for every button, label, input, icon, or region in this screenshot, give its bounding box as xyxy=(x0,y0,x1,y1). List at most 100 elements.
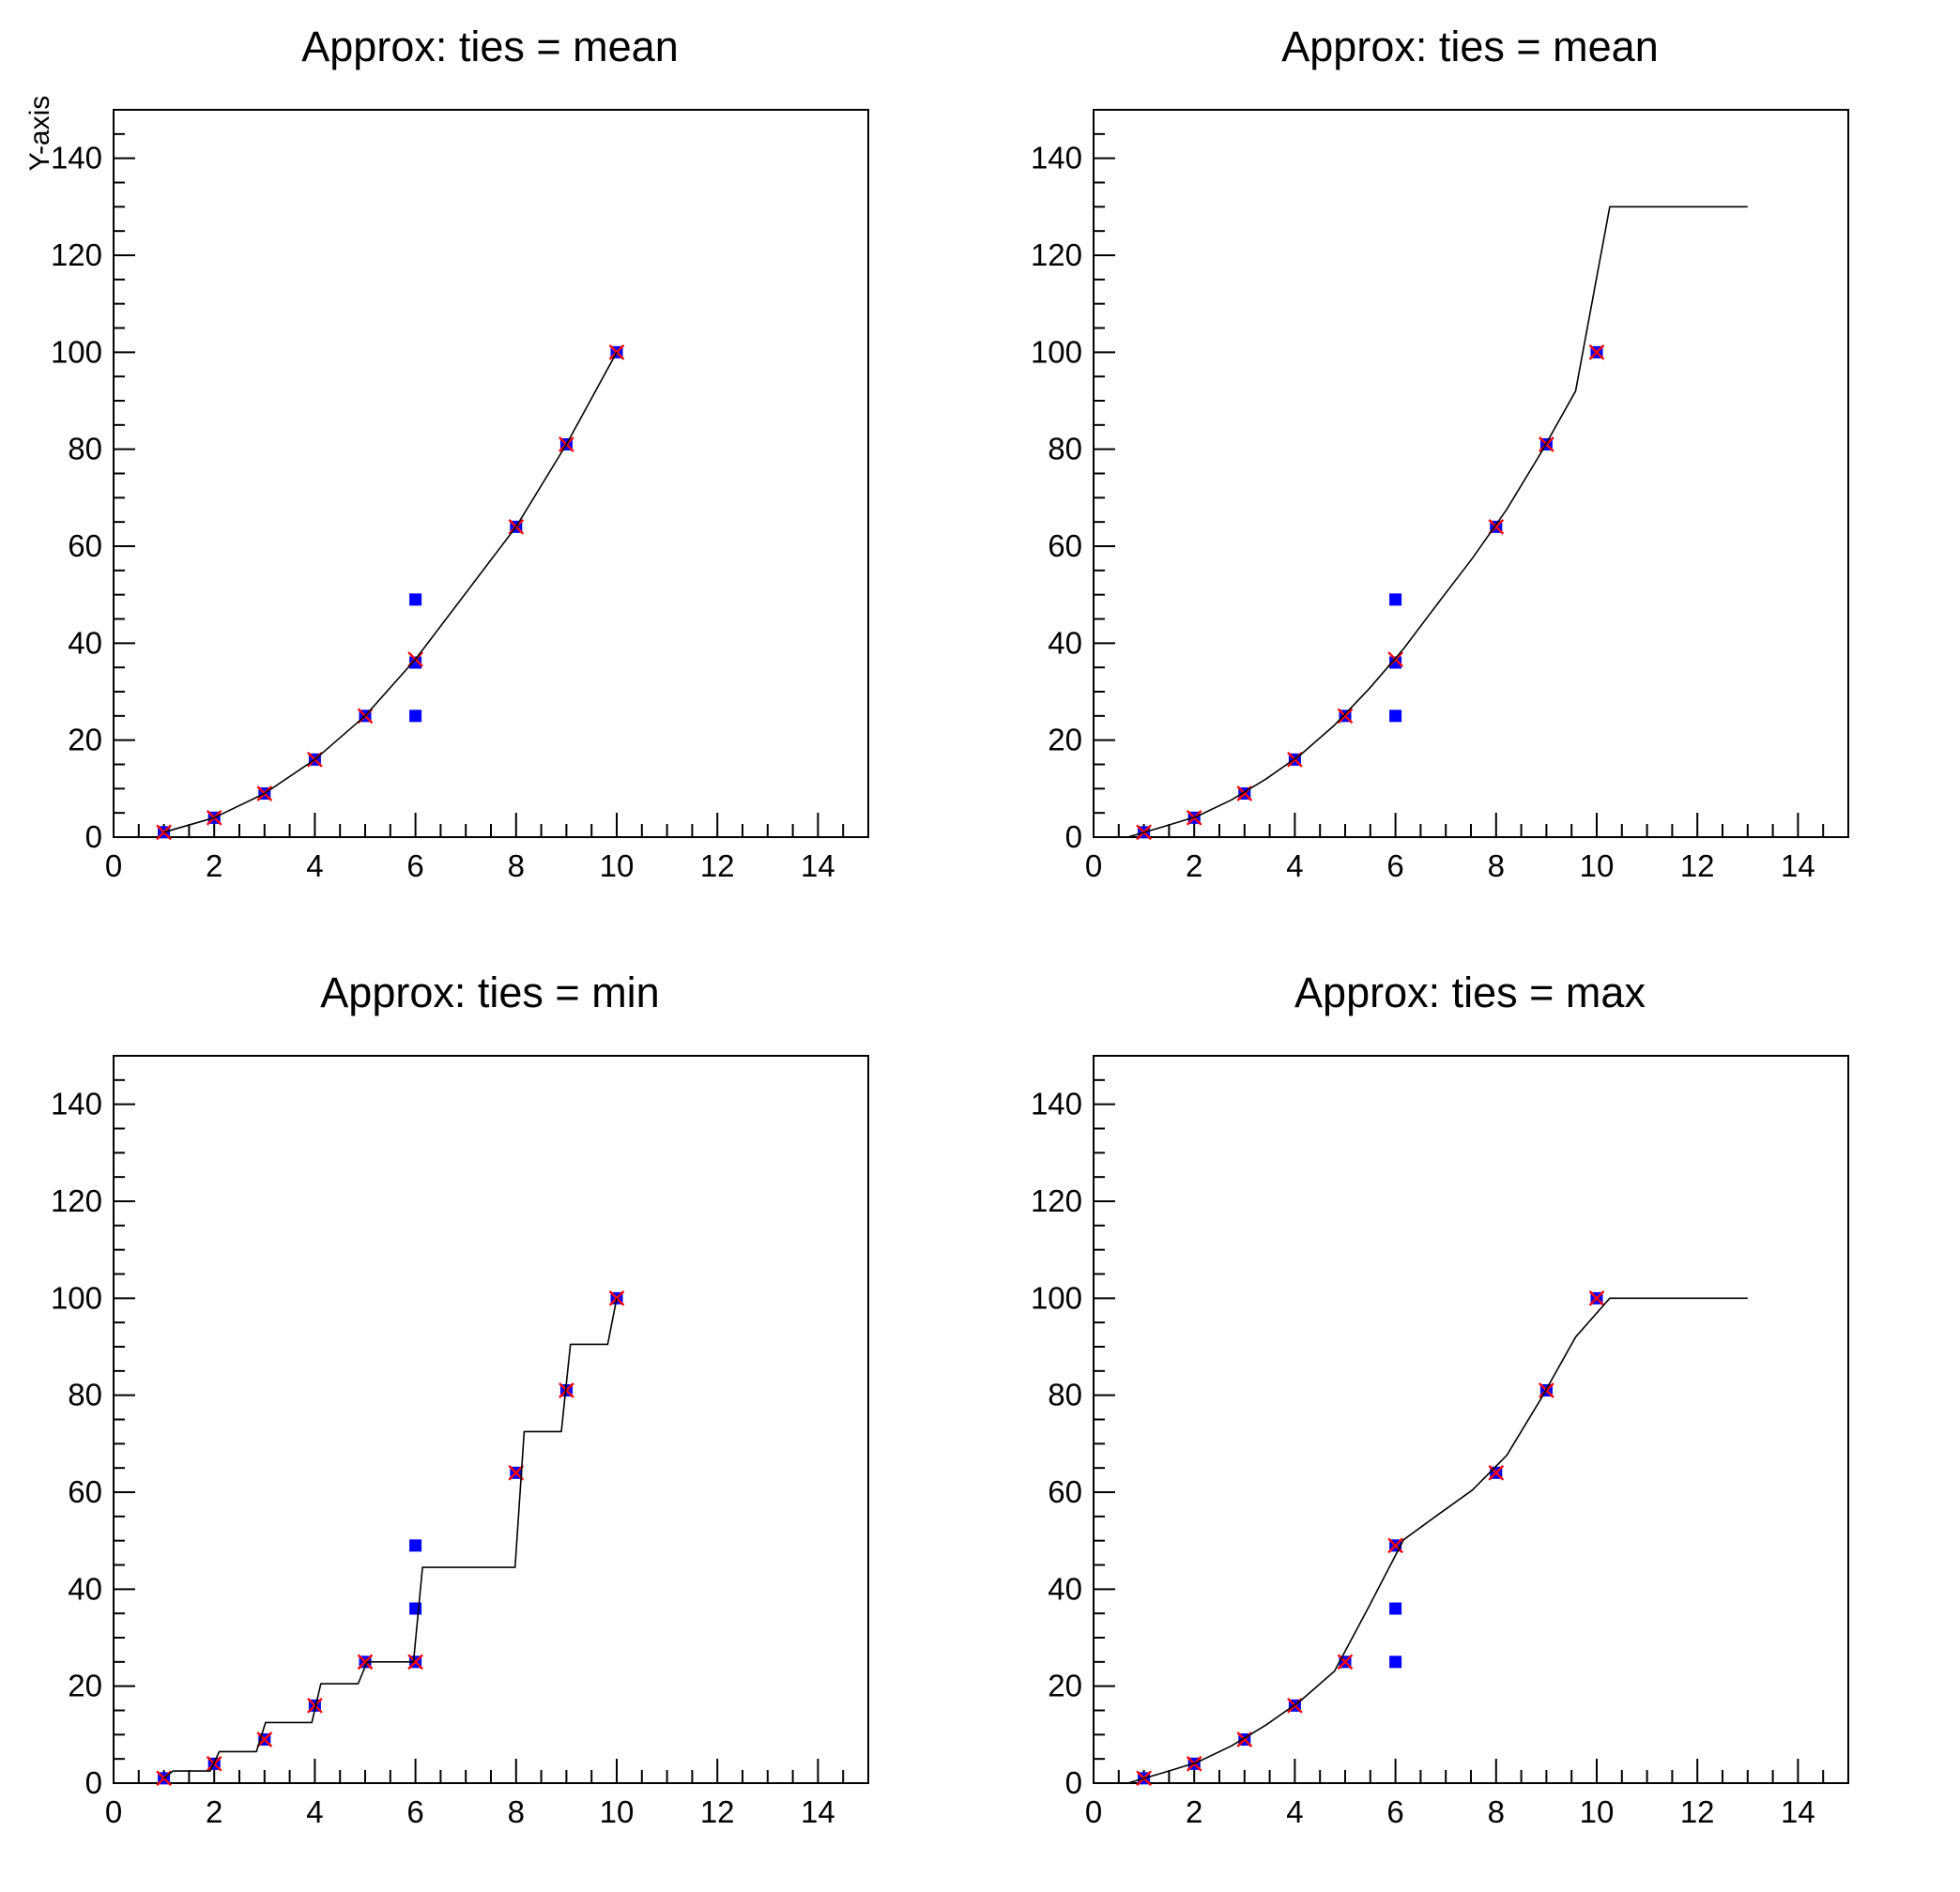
y-tick-label: 100 xyxy=(1031,334,1082,369)
y-tick-label: 120 xyxy=(1031,237,1082,272)
plot-title-1: Approx: ties = mean xyxy=(301,23,679,70)
square-marker xyxy=(1389,1602,1402,1615)
x-tick-label: 10 xyxy=(1580,1794,1615,1829)
x-tick-label: 12 xyxy=(1680,848,1715,883)
y-axis: 0 20 40 60 80 100 120 140 xyxy=(1031,1078,1115,1800)
y-tick-label: 40 xyxy=(1048,625,1082,660)
x-cross-marker xyxy=(307,1697,323,1714)
x-tick-label: 2 xyxy=(206,1794,222,1829)
x-tick-label: 0 xyxy=(1085,848,1102,883)
x-cross-marker xyxy=(407,1654,423,1671)
x-axis: 0 2 4 6 8 10 12 14 xyxy=(1085,1759,1825,1829)
y-tick-label: 20 xyxy=(1048,1669,1082,1703)
x-tick-label: 14 xyxy=(801,1794,835,1829)
y-tick-label: 40 xyxy=(68,1571,102,1606)
x-tick-label: 4 xyxy=(306,1794,323,1829)
x-tick-label: 12 xyxy=(1680,1794,1715,1829)
x-axis: 0 2 4 6 8 10 12 14 xyxy=(105,813,845,883)
y-tick-label: 120 xyxy=(1031,1183,1082,1218)
y-tick-label: 60 xyxy=(1048,1474,1082,1509)
data-points xyxy=(158,1291,623,1785)
square-marker xyxy=(1389,593,1402,606)
y-tick-label: 80 xyxy=(1048,432,1082,466)
square-marker xyxy=(1389,1656,1402,1669)
plot-frame xyxy=(1093,1055,1849,1784)
square-marker xyxy=(409,1539,422,1552)
y-tick-label: 140 xyxy=(1031,1087,1082,1121)
y-tick-label: 60 xyxy=(68,1474,102,1509)
x-cross-marker xyxy=(1337,1654,1354,1671)
x-tick-label: 4 xyxy=(1286,1794,1303,1829)
x-tick-label: 12 xyxy=(700,1794,735,1829)
pad-1: Approx: ties = mean Y-axis 0 2 4 6 8 10 12 14 0 2… xyxy=(0,0,980,946)
input-knots xyxy=(1136,343,1605,841)
x-cross-marker xyxy=(156,824,172,841)
y-tick-label: 120 xyxy=(51,1183,102,1218)
x-tick-label: 4 xyxy=(1286,848,1303,883)
y-tick-label: 40 xyxy=(68,625,102,660)
x-tick-label: 8 xyxy=(508,848,525,883)
pad-3: Approx: ties = min 0 2 4 6 8 10 12 14 0 20 40 60 80 1… xyxy=(0,946,980,1892)
data-points xyxy=(1138,1291,1603,1785)
x-tick-label: 10 xyxy=(600,1794,635,1829)
y-tick-label: 0 xyxy=(1065,819,1082,854)
x-tick-label: 8 xyxy=(1488,1794,1505,1829)
x-tick-label: 10 xyxy=(1580,848,1615,883)
plot-title-4: Approx: ties = max xyxy=(1294,969,1646,1016)
input-knots xyxy=(1136,1289,1605,1787)
y-tick-label: 0 xyxy=(85,819,102,854)
x-cross-marker xyxy=(1588,343,1605,360)
approx-curve xyxy=(1094,1297,1748,1784)
square-marker xyxy=(1389,710,1402,723)
square-marker xyxy=(1389,656,1402,669)
y-tick-label: 0 xyxy=(1065,1765,1082,1800)
y-tick-label: 0 xyxy=(85,1765,102,1800)
x-tick-label: 6 xyxy=(406,848,423,883)
square-marker xyxy=(409,656,422,669)
x-tick-label: 10 xyxy=(600,848,635,883)
y-tick-label: 20 xyxy=(68,723,102,757)
approx-curve xyxy=(163,351,618,833)
x-tick-label: 0 xyxy=(1085,1794,1102,1829)
pad-4: Approx: ties = max 0 2 4 6 8 10 12 14 0 20 40 60 80 1… xyxy=(980,946,1960,1892)
y-tick-label: 60 xyxy=(1048,528,1082,563)
y-tick-label: 140 xyxy=(51,141,102,175)
x-tick-label: 2 xyxy=(1186,1794,1202,1829)
x-cross-marker xyxy=(508,1464,525,1481)
y-tick-label: 20 xyxy=(68,1669,102,1703)
x-cross-marker xyxy=(357,1654,374,1671)
x-tick-label: 14 xyxy=(1781,1794,1815,1829)
square-marker xyxy=(409,593,422,606)
y-tick-label: 100 xyxy=(51,334,102,369)
x-cross-marker xyxy=(256,1732,273,1747)
data-points xyxy=(158,345,623,839)
plot-frame xyxy=(113,1055,869,1784)
x-axis: 0 2 4 6 8 10 12 14 xyxy=(105,1759,845,1829)
y-tick-label: 100 xyxy=(51,1280,102,1315)
approx-curve xyxy=(163,1298,618,1779)
x-tick-label: 2 xyxy=(206,848,222,883)
y-tick-label: 80 xyxy=(68,1378,102,1412)
x-tick-label: 0 xyxy=(105,848,122,883)
input-knots xyxy=(156,343,625,841)
y-tick-label: 140 xyxy=(51,1087,102,1121)
y-tick-label: 60 xyxy=(68,528,102,563)
y-axis: 0 20 40 60 80 100 120 140 xyxy=(1031,132,1115,854)
y-axis: 0 20 40 60 80 100 120 140 xyxy=(51,1078,135,1800)
y-axis: 0 20 40 60 80 100 120 140 xyxy=(51,132,135,854)
approx-curve xyxy=(1094,206,1748,838)
x-tick-label: 12 xyxy=(700,848,735,883)
pad-2: Approx: ties = mean 0 2 4 6 8 10 12 14 0 20 40 60 80… xyxy=(980,0,1960,946)
x-tick-label: 14 xyxy=(801,848,835,883)
x-cross-marker xyxy=(559,1382,574,1398)
plot-title-3: Approx: ties = min xyxy=(320,969,660,1016)
square-marker xyxy=(409,710,422,723)
x-cross-marker xyxy=(1488,1464,1505,1481)
y-tick-label: 100 xyxy=(1031,1280,1082,1315)
input-knots xyxy=(156,1289,625,1787)
data-points xyxy=(1138,345,1603,839)
x-tick-label: 6 xyxy=(1386,848,1403,883)
